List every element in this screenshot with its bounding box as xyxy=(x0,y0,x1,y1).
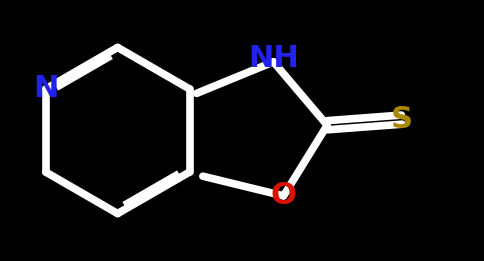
Text: S: S xyxy=(391,105,413,134)
Text: NH: NH xyxy=(248,44,299,73)
Text: O: O xyxy=(271,181,297,210)
Text: N: N xyxy=(33,74,59,103)
